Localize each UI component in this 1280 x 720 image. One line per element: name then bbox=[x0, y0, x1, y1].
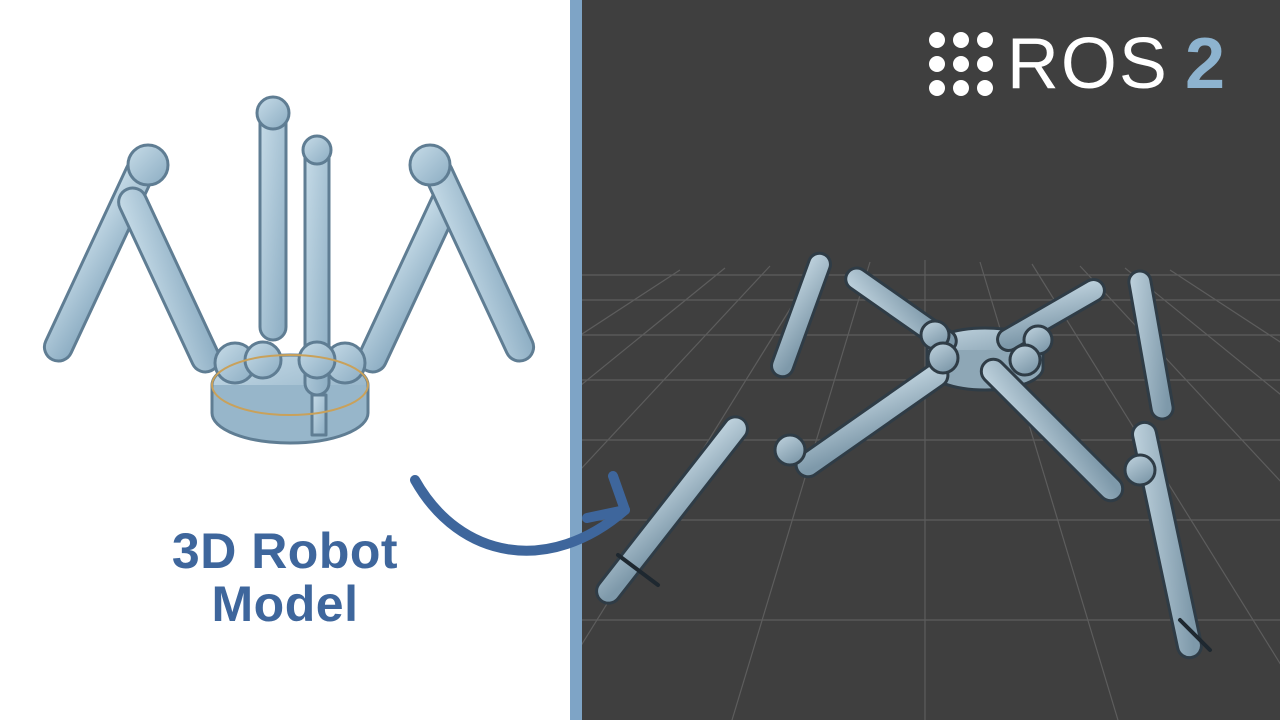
robot-sim-illustration bbox=[570, 150, 1280, 670]
panel-cad-model: 3D Robot Model bbox=[0, 0, 570, 720]
caption-line2: Model bbox=[212, 576, 359, 632]
panel-ros2-viewer: ROS 2 bbox=[570, 0, 1280, 720]
comparison-stage: 3D Robot Model bbox=[0, 0, 1280, 720]
ros-logo-text: ROS bbox=[1007, 28, 1169, 100]
robot-cad-illustration bbox=[30, 55, 550, 515]
ros-logo-suffix: 2 bbox=[1185, 28, 1225, 100]
caption-line1: 3D Robot bbox=[172, 523, 398, 579]
ros-dots-icon bbox=[929, 32, 993, 96]
arrow-cad-to-ros bbox=[400, 465, 650, 595]
ros2-logo: ROS 2 bbox=[929, 28, 1225, 100]
panel-divider bbox=[570, 0, 582, 720]
